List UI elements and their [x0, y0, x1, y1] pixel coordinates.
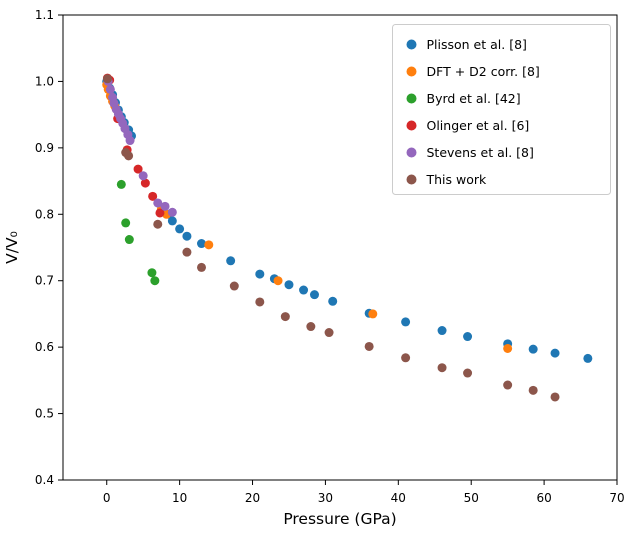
legend-entry: Byrd et al. [42] [406, 91, 521, 106]
x-tick-label: 0 [103, 491, 111, 505]
x-tick-label: 40 [391, 491, 406, 505]
data-point [401, 353, 411, 363]
data-point [133, 164, 143, 174]
series-this-work [102, 74, 560, 402]
legend-marker [406, 66, 417, 77]
y-axis: 0.4 0.5 0.6 0.7 0.8 0.9 1.0 1.1 [35, 8, 63, 487]
data-point [324, 328, 334, 338]
x-tick-label: 50 [464, 491, 479, 505]
data-point [550, 348, 560, 358]
data-point [102, 74, 112, 84]
data-point [226, 256, 236, 266]
legend-marker [406, 93, 417, 104]
data-point [197, 239, 206, 249]
legend-marker [406, 174, 417, 185]
plot-area: 0 10 20 30 40 50 60 70 0.4 0.5 0.6 0.7 0.8 0.9 1.0 1.1 P… [35, 8, 625, 505]
legend-marker [406, 120, 417, 131]
data-point [280, 312, 290, 322]
plot-border [62, 14, 618, 481]
legend-entry: Olinger et al. [6] [406, 118, 530, 133]
data-point [528, 385, 538, 395]
y-tick-label: 1.1 [35, 8, 54, 22]
data-point [105, 84, 115, 94]
data-point [528, 344, 538, 354]
data-point [229, 281, 239, 291]
data-point [503, 343, 513, 353]
data-point [155, 208, 165, 218]
data-point [182, 231, 192, 241]
legend-label: DFT + D2 corr. [8] [427, 64, 540, 79]
data-point [364, 341, 374, 351]
y-tick-label: 0.4 [35, 473, 54, 487]
data-point [148, 191, 158, 201]
series-byrd-et-al-42- [116, 179, 160, 286]
data-point [138, 171, 148, 181]
y-tick-label: 0.5 [35, 407, 54, 421]
data-point [204, 240, 214, 250]
legend-label: Byrd et al. [42] [427, 91, 521, 106]
data-point [583, 353, 593, 363]
y-tick-label: 0.8 [35, 207, 54, 221]
legend-entry: DFT + D2 corr. [8] [406, 64, 540, 79]
data-point [273, 276, 283, 286]
legend-entry: This work [406, 172, 488, 187]
data-point [550, 392, 560, 402]
legend-label: Plisson et al. [8] [427, 37, 527, 52]
data-point [306, 322, 316, 332]
y-tick-label: 1.0 [35, 74, 54, 88]
data-point [182, 247, 192, 257]
legend-label: Olinger et al. [6] [427, 118, 530, 133]
data-point [124, 235, 134, 245]
data-point [503, 380, 513, 390]
legend-label: This work [426, 172, 488, 187]
y-tick-label: 0.7 [35, 274, 54, 288]
x-tick-label: 10 [172, 491, 187, 505]
data-point [116, 179, 126, 189]
data-point [255, 269, 265, 279]
x-tick-label: 60 [536, 491, 551, 505]
data-point [147, 268, 157, 278]
x-tick-label: 70 [609, 491, 624, 505]
data-point [284, 280, 294, 290]
data-point [125, 136, 135, 146]
data-point [150, 276, 160, 286]
data-point [437, 326, 447, 336]
x-axis: 0 10 20 30 40 50 60 70 [103, 480, 625, 505]
x-tick-label: 30 [318, 491, 333, 505]
data-point [401, 317, 411, 327]
legend-marker [406, 147, 417, 158]
legend-entry: Plisson et al. [8] [406, 37, 527, 52]
data-point [328, 296, 338, 306]
y-tick-label: 0.9 [35, 141, 54, 155]
data-point [153, 219, 163, 229]
data-point [197, 262, 206, 272]
y-tick-label: 0.6 [35, 340, 54, 354]
legend-entry: Stevens et al. [8] [406, 145, 534, 160]
legend-box [392, 24, 611, 195]
legend: Plisson et al. [8] DFT + D2 corr. [8] Byrd… [392, 24, 611, 195]
data-point [140, 178, 150, 188]
data-point [124, 151, 134, 161]
data-point [121, 218, 131, 228]
y-axis-label: V/V₀ [3, 231, 21, 264]
data-point [255, 297, 265, 307]
data-point [160, 201, 170, 211]
data-point [167, 207, 177, 217]
data-point [463, 332, 473, 342]
data-point [299, 285, 309, 295]
data-point [175, 224, 185, 234]
data-point [437, 363, 447, 373]
series-stevens-et-al-8- [103, 76, 177, 217]
data-point [309, 290, 319, 300]
data-point [167, 216, 177, 226]
data-point [368, 309, 378, 319]
data-point [153, 198, 163, 208]
x-tick-label: 20 [245, 491, 260, 505]
data-point [463, 368, 473, 378]
x-axis-label: Pressure (GPa) [283, 510, 396, 528]
legend-label: Stevens et al. [8] [427, 145, 534, 160]
legend-marker [406, 39, 417, 50]
